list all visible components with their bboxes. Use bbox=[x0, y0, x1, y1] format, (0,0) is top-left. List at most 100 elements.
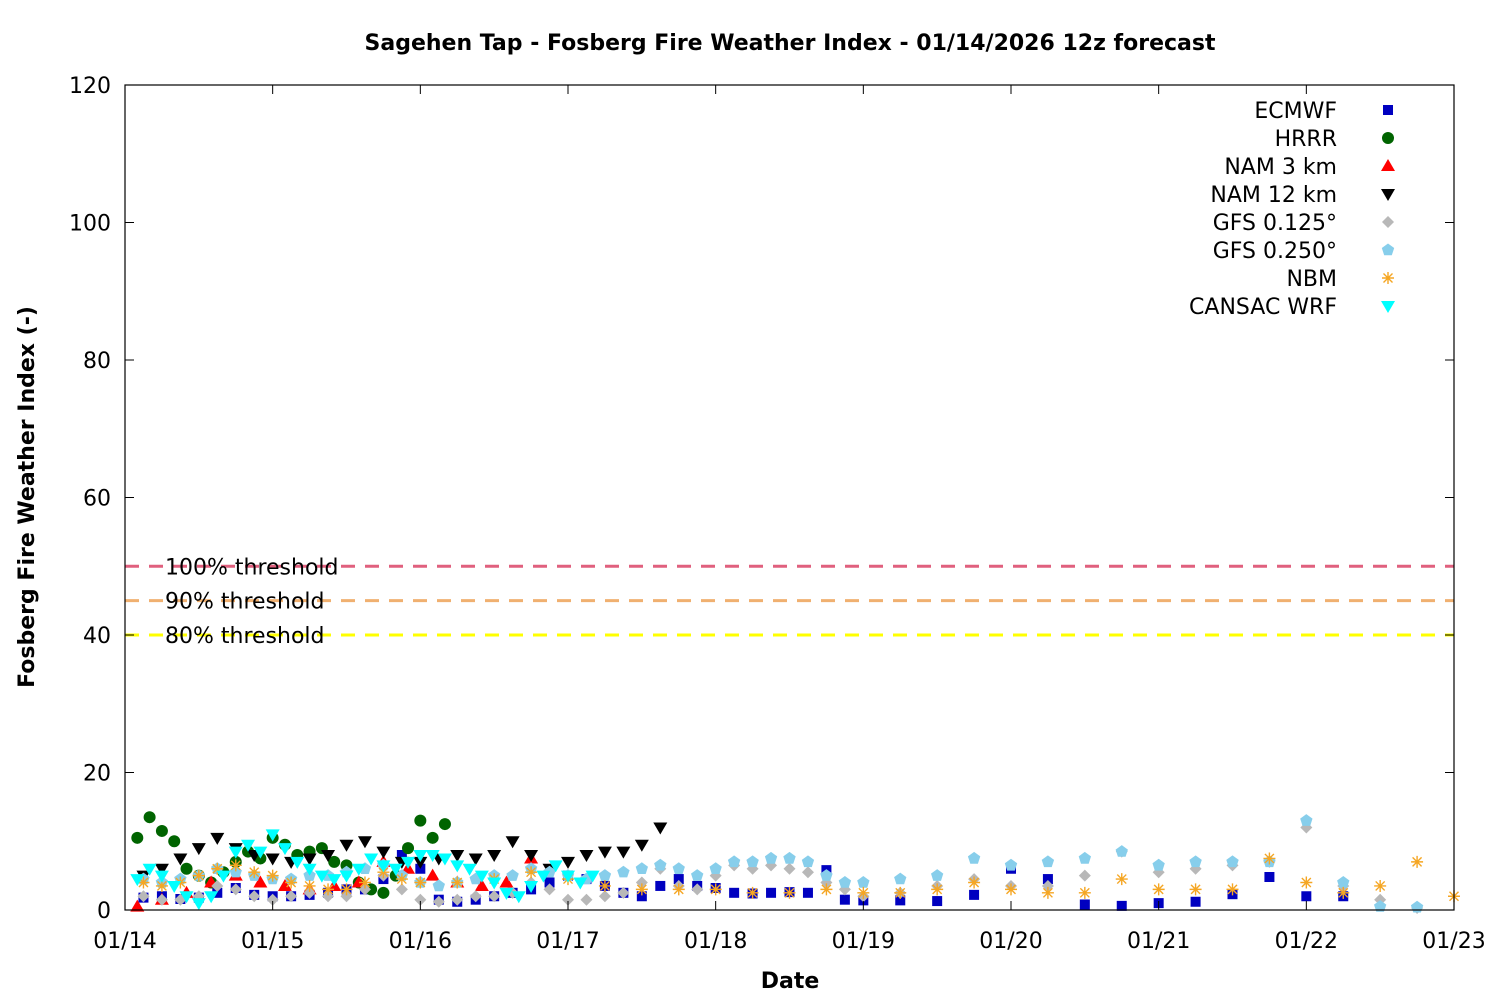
legend-label: NBM bbox=[1286, 267, 1337, 292]
data-point bbox=[1410, 900, 1424, 913]
legend-label: NAM 3 km bbox=[1224, 155, 1337, 180]
data-point bbox=[469, 890, 482, 903]
data-point bbox=[561, 856, 575, 869]
data-point bbox=[635, 862, 648, 874]
x-tick-label: 01/18 bbox=[684, 929, 747, 954]
data-point bbox=[401, 856, 416, 869]
legend-marker bbox=[1383, 105, 1393, 115]
data-point bbox=[432, 895, 445, 908]
y-tick-label: 80 bbox=[83, 349, 111, 374]
data-point bbox=[142, 863, 157, 876]
data-point bbox=[1300, 814, 1313, 826]
data-point bbox=[727, 855, 741, 868]
y-tick-label: 20 bbox=[83, 762, 111, 787]
data-point bbox=[339, 870, 354, 883]
data-point bbox=[191, 898, 206, 911]
data-point bbox=[1301, 891, 1312, 902]
data-point bbox=[450, 860, 465, 873]
y-axis-ticks: 0 20 40 60 80 100 120 bbox=[69, 74, 1454, 924]
data-point bbox=[339, 839, 354, 852]
data-point bbox=[561, 870, 575, 883]
data-point bbox=[585, 870, 600, 883]
data-point bbox=[544, 877, 555, 888]
data-point bbox=[285, 876, 298, 889]
data-point bbox=[672, 883, 685, 896]
data-point bbox=[524, 880, 539, 893]
data-point bbox=[154, 863, 169, 876]
plot-frame bbox=[124, 84, 1455, 911]
data-point bbox=[709, 862, 722, 874]
data-point bbox=[802, 887, 813, 898]
legend-marker bbox=[1381, 189, 1395, 201]
data-point bbox=[672, 862, 685, 874]
data-point bbox=[155, 879, 168, 892]
data-point bbox=[1264, 872, 1275, 882]
x-tick-label: 01/16 bbox=[389, 929, 452, 954]
data-point bbox=[192, 869, 205, 882]
data-point bbox=[265, 853, 280, 866]
data-point bbox=[653, 822, 668, 835]
data-point bbox=[414, 876, 427, 889]
legend-marker bbox=[1382, 216, 1394, 228]
data-point bbox=[511, 891, 526, 904]
data-point bbox=[173, 853, 188, 866]
data-point bbox=[241, 839, 256, 852]
data-point bbox=[894, 872, 907, 885]
data-point bbox=[1152, 858, 1165, 871]
data-point bbox=[548, 860, 563, 873]
data-point bbox=[536, 870, 551, 883]
data-point bbox=[895, 895, 906, 906]
data-point bbox=[303, 879, 316, 892]
data-point bbox=[1337, 886, 1350, 899]
data-point bbox=[764, 851, 778, 864]
series-gfs-0-125- bbox=[137, 821, 1424, 914]
data-point bbox=[210, 832, 225, 845]
data-point bbox=[155, 824, 168, 837]
threshold-labels: 100% threshold 90% threshold 80% threshold bbox=[165, 555, 339, 649]
data-point bbox=[1041, 886, 1054, 899]
data-point bbox=[450, 850, 465, 862]
x-tick-label: 01/21 bbox=[1127, 929, 1190, 954]
legend-marker bbox=[1382, 272, 1394, 284]
legend: ECMWF HRRR NAM 3 km NAM 12 km GFS 0.125° GFS … bbox=[1189, 99, 1395, 320]
legend-label: ECMWF bbox=[1254, 99, 1337, 124]
y-axis-label: Fosberg Fire Weather Index (-) bbox=[15, 306, 40, 688]
legend-marker bbox=[1381, 301, 1395, 313]
data-point bbox=[499, 887, 514, 900]
data-point bbox=[820, 869, 833, 881]
data-point bbox=[413, 856, 428, 869]
data-point bbox=[766, 887, 777, 898]
data-point bbox=[228, 846, 243, 859]
data-point bbox=[321, 850, 336, 862]
data-point bbox=[931, 869, 944, 881]
data-point bbox=[462, 863, 477, 876]
data-point bbox=[229, 859, 242, 872]
data-point bbox=[414, 893, 427, 906]
y-tick-label: 120 bbox=[69, 74, 111, 99]
data-point bbox=[1004, 858, 1018, 871]
data-point bbox=[358, 876, 371, 889]
data-point bbox=[468, 853, 483, 866]
data-point bbox=[598, 869, 612, 881]
data-point bbox=[364, 853, 379, 866]
data-point bbox=[729, 887, 740, 898]
x-axis-ticks: 01/14 01/15 01/16 01/17 01/18 01/19 01/20 01/21… bbox=[93, 85, 1486, 954]
data-point bbox=[451, 893, 464, 906]
data-point bbox=[691, 869, 704, 881]
threshold-label: 80% threshold bbox=[165, 624, 325, 649]
data-point bbox=[211, 862, 224, 875]
data-point bbox=[1078, 851, 1091, 864]
x-axis-label: Date bbox=[761, 969, 820, 994]
data-point bbox=[376, 860, 391, 873]
data-point bbox=[616, 846, 631, 859]
data-point bbox=[801, 855, 815, 868]
data-point bbox=[499, 875, 514, 888]
data-point bbox=[474, 870, 489, 883]
y-tick-label: 40 bbox=[83, 624, 111, 649]
data-point bbox=[746, 855, 759, 868]
data-point bbox=[894, 886, 907, 899]
data-point bbox=[1152, 883, 1165, 896]
data-point bbox=[357, 836, 372, 849]
data-point bbox=[857, 886, 870, 899]
data-point bbox=[266, 893, 279, 906]
